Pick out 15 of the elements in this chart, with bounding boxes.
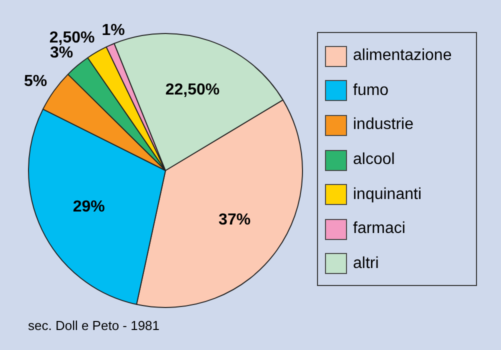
text: sec. Doll e Peto - 1981 bbox=[28, 318, 160, 333]
legend-label: inquinanti bbox=[353, 186, 422, 204]
data-label: 37% bbox=[218, 211, 251, 228]
legend-label: alcool bbox=[353, 151, 395, 170]
legend-label: altri bbox=[353, 254, 379, 273]
data-label: 1% bbox=[102, 22, 125, 39]
legend-label: industrie bbox=[353, 116, 414, 134]
data-label: 22,50% bbox=[165, 81, 220, 98]
data-label: 2,50% bbox=[49, 30, 95, 47]
legend-label: farmaci bbox=[353, 220, 406, 238]
legend-label: alimentazione bbox=[353, 47, 452, 66]
data-label: 29% bbox=[72, 198, 105, 216]
legend-label: fumo bbox=[353, 82, 389, 100]
data-label: 5% bbox=[24, 72, 48, 90]
data-label: 3% bbox=[50, 44, 74, 62]
